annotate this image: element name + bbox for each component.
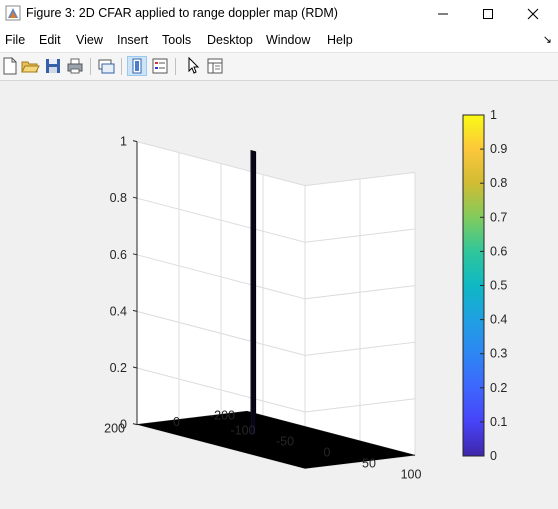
- title-bar: Figure 3: 2D CFAR applied to range doppl…: [0, 0, 558, 28]
- menu-bar: File Edit View Insert Tools Desktop Wind…: [0, 28, 558, 53]
- colorbar-tick-label: 0.6: [490, 244, 507, 258]
- close-icon: [527, 8, 539, 20]
- matlab-figure-icon: [5, 5, 21, 21]
- toolbar-separator: [175, 58, 176, 75]
- colorbar-tick-label: 0.8: [490, 176, 507, 190]
- colorbar-tick-label: 0.3: [490, 347, 507, 361]
- z-tick-label: 0: [120, 418, 127, 432]
- toolbar-separator: [121, 58, 122, 75]
- save-icon: [46, 59, 60, 73]
- open-file-icon: [21, 61, 40, 73]
- maximize-button[interactable]: [465, 0, 511, 28]
- z-tick-mark: [132, 140, 138, 143]
- figure-area: 0 0.2 0.4 0.6 0.8 1 -100 -50 0 50 100 -200 0 200 0 0.1…: [0, 81, 558, 504]
- z-tick-label: 1: [120, 135, 127, 149]
- toolbar: [0, 53, 558, 81]
- colorbar-tick-label: 0.1: [490, 415, 507, 429]
- new-figure-icon: [3, 57, 17, 75]
- x-tick-label: -50: [276, 434, 294, 448]
- menu-insert[interactable]: Insert: [117, 33, 149, 47]
- save-button[interactable]: [43, 56, 63, 76]
- y-tick-label: 0: [173, 415, 180, 429]
- colorbar[interactable]: 0 0.1 0.2 0.3 0.4 0.5 0.6 0.7 0.8 0.9 1: [462, 108, 507, 463]
- z-tick-mark: [132, 309, 138, 312]
- print-button[interactable]: [65, 56, 85, 76]
- y-tick-label: 200: [104, 422, 125, 436]
- z-tick-mark: [132, 253, 138, 256]
- menu-view[interactable]: View: [76, 33, 103, 47]
- insert-colorbar-icon: [132, 58, 142, 74]
- surface-floor: [137, 411, 415, 469]
- window-title: Figure 3: 2D CFAR applied to range doppl…: [26, 6, 338, 20]
- colorbar-tick-label: 0: [490, 449, 497, 463]
- x-tick-label: 100: [401, 467, 422, 481]
- x-tick-label: 50: [362, 456, 376, 470]
- property-inspector-icon: [207, 58, 223, 74]
- colorbar-tick-label: 0.5: [490, 279, 507, 293]
- z-tick-label: 0.4: [110, 304, 127, 318]
- print-icon: [67, 58, 83, 74]
- insert-legend-icon: [152, 58, 168, 74]
- z-tick-mark: [132, 366, 138, 369]
- menu-help[interactable]: Help: [327, 33, 353, 47]
- menu-file[interactable]: File: [5, 33, 26, 47]
- insert-legend-button[interactable]: [150, 56, 170, 76]
- property-inspector-button[interactable]: [205, 56, 225, 76]
- x-tick-label: 0: [324, 445, 331, 459]
- dock-arrow-icon[interactable]: ↘: [542, 34, 552, 46]
- menu-edit[interactable]: Edit: [39, 33, 61, 47]
- z-tick-label: 0.8: [110, 191, 127, 205]
- z-tick-mark: [132, 196, 138, 199]
- z-tick-label: 0.6: [110, 248, 127, 262]
- link-figure-button[interactable]: [96, 56, 116, 76]
- toolbar-separator: [90, 58, 91, 75]
- open-file-button[interactable]: [20, 56, 40, 76]
- minimize-icon: [438, 13, 448, 15]
- colorbar-tick-label: 1: [490, 108, 497, 122]
- colorbar-tick-label: 0.2: [490, 381, 507, 395]
- x-tick-label: -100: [230, 423, 255, 437]
- colorbar-tick-label: 0.7: [490, 210, 507, 224]
- colorbar-tick-label: 0.4: [490, 313, 507, 327]
- z-tick-label: 0.2: [110, 361, 127, 375]
- z-tick-mark: [132, 423, 138, 426]
- pointer-button[interactable]: [183, 56, 203, 76]
- minimize-button[interactable]: [420, 0, 466, 28]
- menu-window[interactable]: Window: [266, 33, 311, 47]
- insert-colorbar-button[interactable]: [127, 56, 147, 76]
- menu-tools[interactable]: Tools: [162, 33, 192, 47]
- y-tick-label: -200: [210, 408, 235, 422]
- colorbar-tick-label: 0.9: [490, 142, 507, 156]
- link-figure-icon: [98, 59, 115, 74]
- maximize-icon: [483, 9, 493, 19]
- new-figure-button[interactable]: [0, 56, 20, 76]
- menu-desktop[interactable]: Desktop: [207, 33, 253, 47]
- close-button[interactable]: [510, 0, 556, 28]
- pointer-icon: [188, 56, 200, 74]
